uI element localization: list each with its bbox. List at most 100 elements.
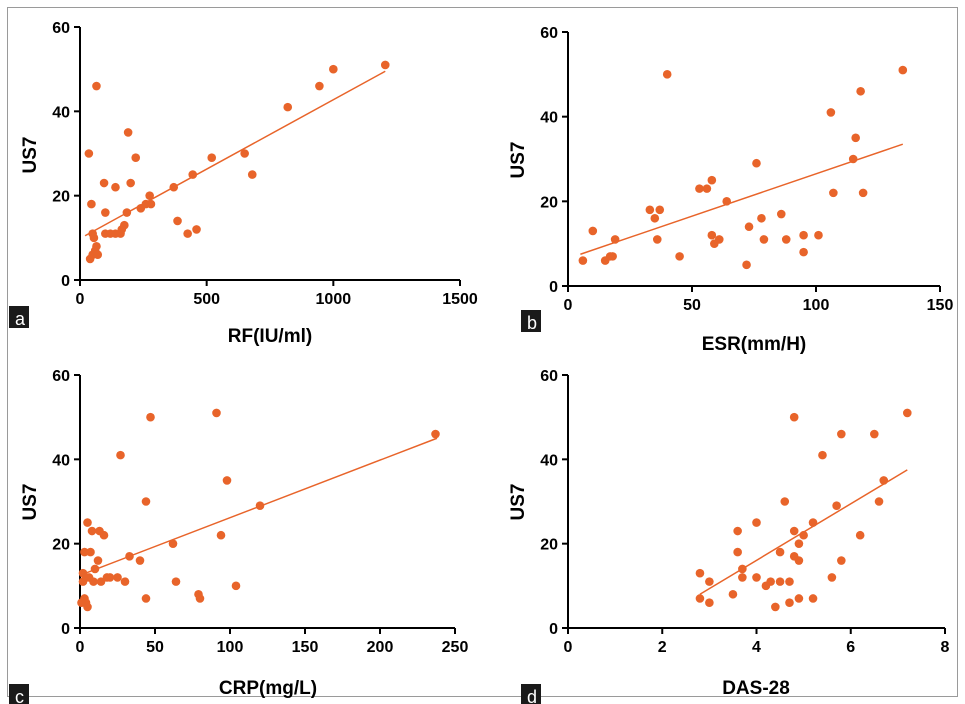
- panel-c-data-point: [141, 497, 151, 506]
- panel-d-data-point: [775, 547, 785, 557]
- panel-a-data-point: [207, 153, 217, 163]
- panel-c-data-point: [168, 539, 178, 548]
- panel-a-data-point: [131, 153, 141, 163]
- panel-b-data-point: [856, 86, 865, 96]
- panel-a-data-point: [92, 81, 101, 91]
- panel-b-data-point: [814, 230, 823, 240]
- panel-a-y-tick-label: 20: [52, 189, 70, 206]
- panel-d-data-point: [794, 539, 804, 548]
- panel-c-data-point: [105, 573, 115, 582]
- panel-b-data-point: [608, 252, 617, 261]
- panel-d-data-point: [733, 526, 742, 536]
- panel-a-data-point: [84, 149, 94, 158]
- panel-a-data-point: [247, 170, 257, 179]
- panel-b-data-point: [588, 226, 598, 236]
- panel-c-data-point: [171, 577, 181, 586]
- panel-b-data-point: [851, 133, 860, 143]
- panel-d-y-axis-title: US7: [508, 484, 529, 521]
- panel-a-data-point: [188, 170, 198, 179]
- panel-c-data-point: [87, 526, 97, 536]
- panel-b-label: b: [527, 313, 537, 333]
- panel-b-data-point: [752, 158, 761, 168]
- panel-a-data-point: [329, 64, 338, 74]
- panel-c-data-point: [93, 556, 103, 565]
- panel-c-data-point: [125, 552, 134, 561]
- panel-d-x-tick-label: 2: [658, 639, 667, 656]
- panel-c-data-point: [195, 594, 205, 603]
- panel-a-data-point: [169, 182, 179, 192]
- panel-b-y-tick-label: 0: [549, 279, 558, 296]
- panel-b-x-tick-label: 150: [927, 297, 954, 314]
- panel-b-label-box: [521, 310, 541, 332]
- panel-d-data-point: [808, 518, 818, 527]
- panel-c-data-point: [80, 547, 89, 557]
- panel-a-fit-line: [84, 70, 386, 237]
- panel-a-data-point: [101, 208, 110, 217]
- panel-a-data-point: [93, 250, 103, 259]
- panel-d-data-point: [752, 518, 761, 527]
- panel-c-x-tick-label: 50: [146, 639, 164, 656]
- panel-b-data-point: [714, 235, 724, 244]
- panel-c-data-point: [96, 577, 106, 586]
- panel-c-x-axis-title: CRP(mg/L): [219, 678, 317, 699]
- panel-b-data-point: [898, 65, 908, 75]
- panel-a-x-tick-label: 0: [76, 291, 85, 308]
- panel-d-data-point: [808, 594, 818, 603]
- panel-b-y-tick-label: 60: [540, 25, 558, 42]
- panel-c-data-point: [120, 577, 130, 586]
- panel-c-data-point: [212, 408, 221, 418]
- panel-d-data-point: [705, 577, 714, 586]
- panel-d-y-tick-label: 40: [540, 452, 558, 469]
- panel-b-data-point: [826, 108, 836, 117]
- panel-b-data-point: [848, 154, 858, 164]
- panel-c-data-point: [99, 530, 109, 540]
- panel-c-data-point: [83, 602, 92, 612]
- panel-d-data-point: [728, 589, 738, 599]
- panel-b-data-point: [645, 205, 655, 215]
- panel-c-data-point: [86, 547, 95, 557]
- panel-d-data-point: [874, 497, 884, 506]
- panel-a-data-point: [283, 102, 293, 112]
- panel-a-x-axis-title: RF(IU/ml): [228, 326, 312, 347]
- panel-b-data-point: [662, 70, 672, 79]
- panel-a-data-point: [126, 178, 135, 188]
- panel-b-data-point: [829, 188, 838, 198]
- panel-d-label: d: [527, 687, 537, 704]
- panel-a-data-point: [183, 229, 192, 238]
- panel-c-label: c: [15, 687, 24, 704]
- panel-c-data-point: [216, 530, 226, 540]
- panel-d-x-tick-label: 4: [752, 639, 761, 656]
- panel-b-data-point: [759, 235, 769, 244]
- panel-d-data-point: [789, 526, 799, 536]
- panel-c-data-point: [141, 594, 151, 603]
- panel-d-x-tick-label: 6: [846, 639, 855, 656]
- panel-b-data-point: [744, 222, 754, 232]
- panel-d-data-point: [837, 556, 846, 565]
- panel-d-data-point: [855, 530, 865, 540]
- panel-d-data-point: [785, 577, 794, 586]
- panel-c-x-tick-label: 250: [442, 639, 469, 656]
- panel-c-y-axis-title: US7: [20, 484, 41, 521]
- panel-d-y-tick-label: 0: [549, 621, 558, 638]
- panel-b-data-point: [707, 230, 717, 240]
- panel-a-y-tick-label: 0: [61, 273, 70, 290]
- panel-c-y-tick-label: 40: [52, 452, 70, 469]
- panel-c-data-point: [222, 476, 232, 485]
- panel-a-y-axis-title: US7: [20, 137, 41, 174]
- panel-c-y-tick-label: 0: [61, 621, 70, 638]
- panel-c-x-tick-label: 200: [367, 639, 394, 656]
- panel-d-x-tick-label: 0: [564, 639, 573, 656]
- panel-c-y-tick-label: 20: [52, 537, 70, 554]
- panel-b-data-point: [776, 209, 786, 219]
- panel-d-data-point: [870, 429, 879, 439]
- panel-c-data-point: [431, 429, 440, 439]
- panel-d-data-point: [705, 598, 714, 607]
- panel-d-data-point: [827, 573, 837, 582]
- panel-a-x-tick-label: 1000: [316, 291, 352, 308]
- panel-b-data-point: [757, 213, 766, 223]
- panel-a-data-point: [240, 149, 249, 158]
- panel-a-data-point: [92, 241, 101, 251]
- panel-d-data-point: [789, 412, 799, 422]
- panel-b-x-axis-title: ESR(mm/H): [702, 334, 807, 355]
